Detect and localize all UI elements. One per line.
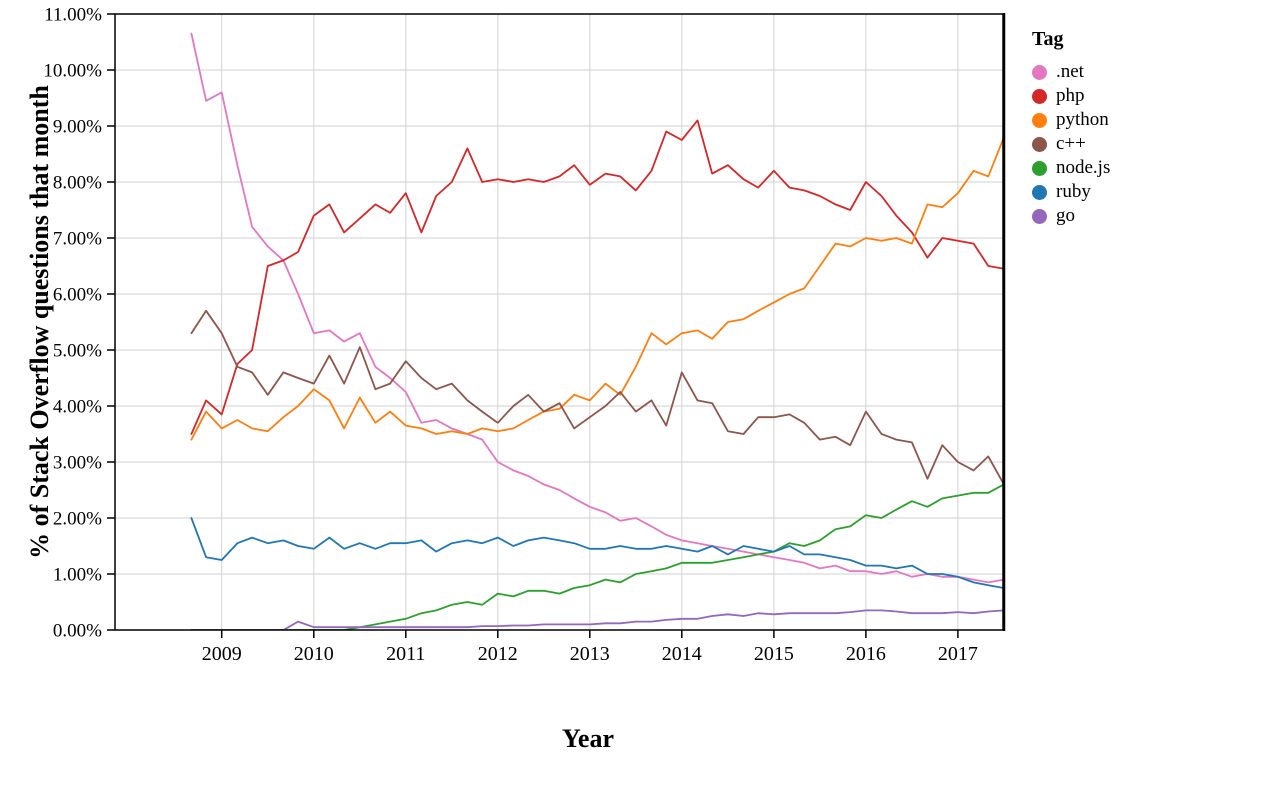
- x-tick-label: 2011: [386, 643, 425, 665]
- x-tick-label: 2015: [754, 643, 794, 665]
- series-line-net: [190, 32, 1004, 584]
- y-tick-label: 4.00%: [53, 397, 102, 418]
- panel-border: [114, 13, 1004, 631]
- legend-swatch-icon: [1032, 136, 1047, 152]
- legend-label: go: [1056, 205, 1075, 226]
- y-tick-label: 8.00%: [53, 173, 102, 194]
- legend: Tag .net php python c++ node.js ruby go: [1032, 28, 1110, 229]
- x-tick-label: 2010: [294, 643, 334, 665]
- y-tick-label: 6.00%: [53, 285, 102, 306]
- legend-swatch-icon: [1032, 208, 1047, 224]
- series-line-python: [190, 136, 1004, 441]
- y-tick-label: 0.00%: [53, 621, 102, 642]
- x-tick-label: 2016: [846, 643, 886, 665]
- x-tick-label: 2009: [202, 643, 242, 665]
- y-tick-label: 11.00%: [44, 5, 102, 26]
- series-line-c: [190, 309, 1004, 486]
- legend-item: ruby: [1032, 181, 1110, 203]
- y-tick-label: 9.00%: [53, 117, 102, 138]
- legend-label: .net: [1056, 61, 1084, 82]
- legend-item: c++: [1032, 133, 1110, 155]
- legend-swatch-icon: [1032, 64, 1047, 80]
- legend-item: .net: [1032, 61, 1110, 83]
- legend-item: python: [1032, 109, 1110, 131]
- y-tick-label: 1.00%: [53, 565, 102, 586]
- legend-item: php: [1032, 85, 1110, 107]
- x-tick-label: 2012: [478, 643, 518, 665]
- series-line-nodejs: [190, 483, 1004, 630]
- legend-label: node.js: [1056, 157, 1111, 178]
- legend-item: go: [1032, 205, 1110, 227]
- x-axis-title: Year: [562, 724, 614, 753]
- legend-item: node.js: [1032, 157, 1110, 179]
- y-tick-label: 10.00%: [43, 61, 102, 82]
- legend-label: php: [1056, 85, 1085, 106]
- legend-title: Tag: [1032, 28, 1064, 50]
- y-tick-label: 3.00%: [53, 453, 102, 474]
- y-tick-label: 5.00%: [53, 341, 102, 362]
- legend-swatch-icon: [1032, 88, 1047, 104]
- x-tick-label: 2017: [938, 643, 978, 665]
- plot-area: 0.00% 1.00% 2.00% 3.00% 4.00% 5.00% 6.00% 7.00%…: [43, 5, 1006, 665]
- legend-label: python: [1056, 109, 1109, 130]
- y-tick-label: 7.00%: [53, 229, 102, 250]
- x-tick-label: 2014: [662, 643, 702, 665]
- x-tick-label: 2013: [570, 643, 610, 665]
- series-line-go: [190, 609, 1004, 630]
- series-line-php: [190, 119, 1004, 435]
- y-tick-label: 2.00%: [53, 509, 102, 530]
- series-line-ruby: [190, 517, 1004, 589]
- legend-swatch-icon: [1032, 160, 1047, 176]
- legend-items: .net php python c++ node.js ruby go: [1032, 61, 1110, 227]
- legend-swatch-icon: [1032, 184, 1047, 200]
- legend-swatch-icon: [1032, 112, 1047, 128]
- legend-label: c++: [1056, 133, 1086, 154]
- legend-label: ruby: [1056, 181, 1091, 202]
